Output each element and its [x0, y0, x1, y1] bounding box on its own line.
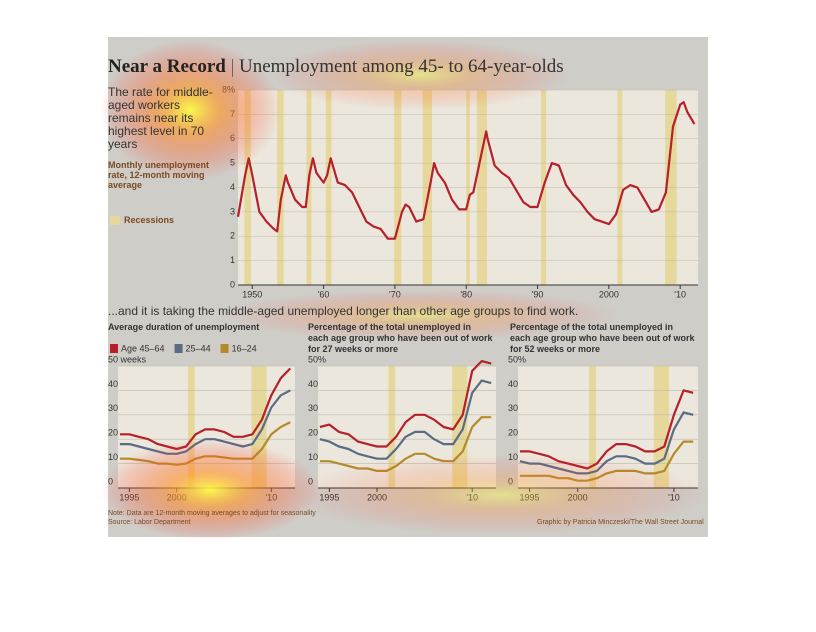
credit: Graphic by Patricia Minczeski/The Wall S… [537, 519, 704, 526]
y-tick-label: 40 [508, 379, 518, 389]
chart-title: Average duration of unemployment [108, 322, 260, 332]
x-tick-label: 2000 [568, 492, 588, 502]
y-tick-label: 2 [230, 231, 235, 241]
y-tick-label: 40 [308, 379, 318, 389]
y-tick-label: 50% [308, 354, 326, 364]
y-axis-label: Monthly unemployment rate, 12-month movi… [108, 160, 209, 190]
description: The rate for middle-aged workers remains… [108, 85, 213, 151]
recession-band [251, 366, 267, 488]
legend-label: Age 45–64 [121, 343, 165, 353]
note: Note: Data are 12-month moving averages … [108, 510, 316, 517]
y-tick-label: 4 [230, 182, 235, 192]
y-tick-label: 20 [308, 428, 318, 438]
subtitle: Unemployment among 45- to 64-year-olds [239, 56, 564, 77]
source: Source: Labor Department [108, 519, 191, 526]
recession-legend-label: Recessions [124, 215, 175, 225]
recession-band [589, 366, 596, 488]
y-tick-label: 5 [230, 158, 235, 168]
y-tick-label: 10 [508, 452, 518, 462]
recession-band [653, 366, 670, 488]
title: Near a Record [108, 56, 226, 77]
x-tick-label: '70 [389, 289, 401, 299]
chart-title: Percentage of the total unemployed in ea… [510, 322, 695, 354]
x-tick-label: 2000 [367, 492, 387, 502]
y-tick-label: 30 [308, 403, 318, 413]
x-tick-label: 1995 [319, 492, 339, 502]
y-tick-label: 10 [308, 452, 318, 462]
series-line [319, 379, 492, 460]
y-tick-label: 40 [108, 379, 118, 389]
y-tick-label: 0 [508, 476, 513, 486]
section-title: ...and it is taking the middle-aged unem… [108, 304, 579, 318]
recession-legend-swatch [110, 216, 120, 225]
plot-area [118, 366, 295, 488]
legend-label: 16–24 [232, 343, 257, 353]
legend-swatch [174, 344, 183, 353]
y-tick-label: 8% [222, 84, 235, 94]
y-tick-label: 50 weeks [108, 354, 147, 364]
y-tick-label: 3 [230, 206, 235, 216]
x-tick-label: 1995 [520, 492, 540, 502]
recession-band [188, 366, 195, 488]
series-line [119, 367, 292, 451]
legend-label: 25–44 [186, 343, 211, 353]
y-tick-label: 20 [108, 428, 118, 438]
y-tick-label: 50% [508, 354, 526, 364]
y-tick-label: 0 [108, 476, 113, 486]
y-tick-label: 1 [230, 255, 235, 265]
x-tick-label: '80 [460, 289, 472, 299]
chart-title: Percentage of the total unemployed in ea… [308, 322, 493, 354]
recession-band [388, 366, 396, 488]
y-tick-label: 6 [230, 133, 235, 143]
y-tick-label: 20 [508, 428, 518, 438]
x-tick-label: '10 [674, 289, 686, 299]
series-line [319, 360, 492, 448]
x-tick-label: '10 [466, 492, 478, 502]
y-tick-label: 30 [108, 403, 118, 413]
separator [232, 59, 233, 77]
x-tick-label: 1995 [119, 492, 139, 502]
y-tick-label: 0 [308, 476, 313, 486]
x-tick-label: 1950 [242, 289, 262, 299]
x-tick-label: '10 [668, 492, 680, 502]
x-tick-label: 2000 [599, 289, 619, 299]
series-line [236, 101, 696, 240]
y-tick-label: 10 [108, 452, 118, 462]
y-tick-label: 30 [508, 403, 518, 413]
x-tick-label: '90 [532, 289, 544, 299]
y-tick-label: 7 [230, 109, 235, 119]
x-tick-label: '10 [265, 492, 277, 502]
legend-swatch [220, 344, 229, 353]
y-tick-label: 0 [230, 279, 235, 289]
x-tick-label: '60 [318, 289, 330, 299]
legend-swatch [110, 344, 118, 353]
x-tick-label: 2000 [167, 492, 187, 502]
